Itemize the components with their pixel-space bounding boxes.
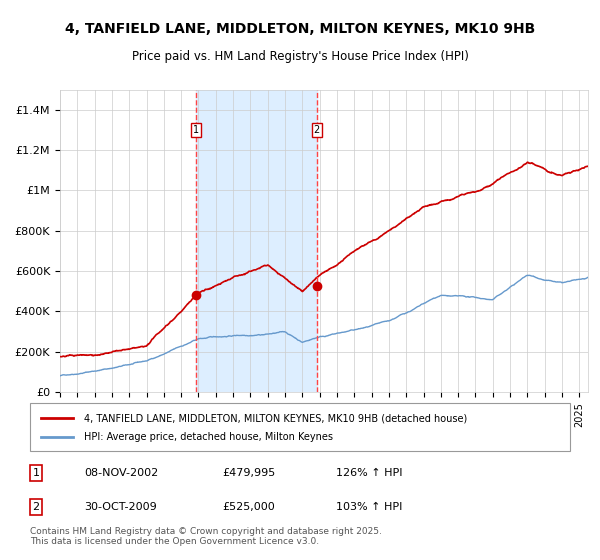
- Text: 08-NOV-2002: 08-NOV-2002: [84, 468, 158, 478]
- Text: 126% ↑ HPI: 126% ↑ HPI: [336, 468, 403, 478]
- Text: Price paid vs. HM Land Registry's House Price Index (HPI): Price paid vs. HM Land Registry's House …: [131, 50, 469, 63]
- Text: Contains HM Land Registry data © Crown copyright and database right 2025.
This d: Contains HM Land Registry data © Crown c…: [30, 526, 382, 546]
- Text: 1: 1: [193, 125, 199, 135]
- Text: 30-OCT-2009: 30-OCT-2009: [84, 502, 157, 512]
- Text: 2: 2: [32, 502, 40, 512]
- Text: 4, TANFIELD LANE, MIDDLETON, MILTON KEYNES, MK10 9HB: 4, TANFIELD LANE, MIDDLETON, MILTON KEYN…: [65, 22, 535, 36]
- Text: HPI: Average price, detached house, Milton Keynes: HPI: Average price, detached house, Milt…: [84, 432, 333, 442]
- Text: £525,000: £525,000: [222, 502, 275, 512]
- FancyBboxPatch shape: [30, 403, 570, 451]
- Bar: [196, 90, 317, 392]
- Text: 4, TANFIELD LANE, MIDDLETON, MILTON KEYNES, MK10 9HB (detached house): 4, TANFIELD LANE, MIDDLETON, MILTON KEYN…: [84, 413, 467, 423]
- Text: 2: 2: [314, 125, 320, 135]
- Text: 1: 1: [32, 468, 40, 478]
- Text: 103% ↑ HPI: 103% ↑ HPI: [336, 502, 403, 512]
- Text: £479,995: £479,995: [222, 468, 275, 478]
